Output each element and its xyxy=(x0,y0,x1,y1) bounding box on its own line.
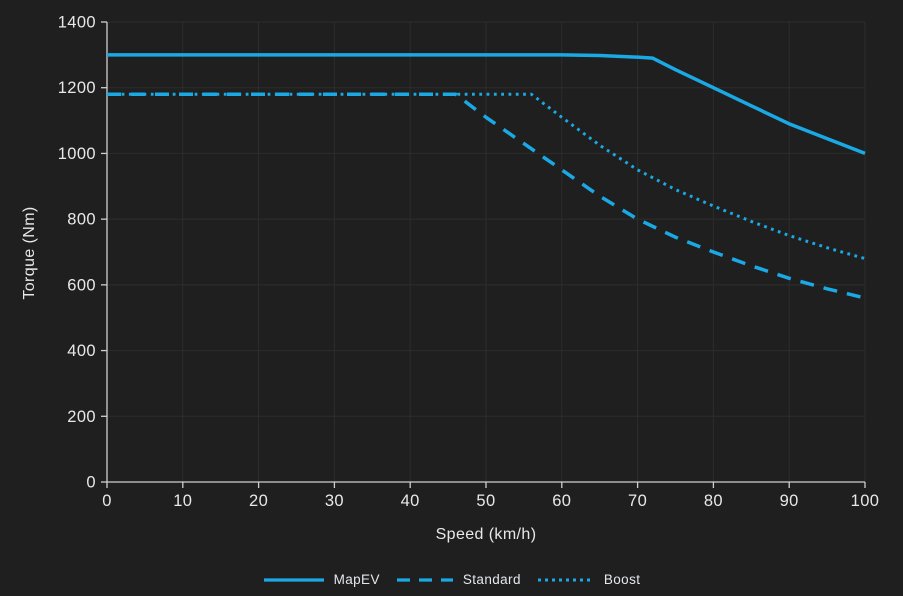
y-tick-label: 200 xyxy=(67,408,96,426)
legend: MapEV Standard Boost xyxy=(0,572,903,587)
legend-label: MapEV xyxy=(333,572,380,587)
x-tick-label: 100 xyxy=(851,492,880,510)
legend-swatch-dotted-icon xyxy=(537,578,594,581)
legend-swatch-solid-icon xyxy=(263,577,324,582)
y-tick-label: 600 xyxy=(67,276,96,294)
x-axis-title: Speed (km/h) xyxy=(435,526,537,543)
series-line-mapev xyxy=(107,53,866,156)
legend-item-mapev: MapEV xyxy=(263,572,380,587)
y-tick-label: 1400 xyxy=(58,14,96,32)
y-axis-title: Torque (Nm) xyxy=(21,206,38,300)
x-tick-label: 30 xyxy=(325,492,344,510)
x-tick-label: 60 xyxy=(552,492,571,510)
x-tick-label: 70 xyxy=(628,492,647,510)
y-tick-label: 400 xyxy=(67,342,96,360)
legend-item-boost: Boost xyxy=(537,572,641,587)
x-tick-label: 50 xyxy=(476,492,495,510)
y-tick-label: 800 xyxy=(67,211,96,229)
legend-label: Boost xyxy=(603,572,641,587)
x-tick-label: 0 xyxy=(102,492,112,510)
legend-item-standard: Standard xyxy=(396,572,521,587)
y-tick-label: 1200 xyxy=(58,79,96,97)
series-line-standard xyxy=(107,92,866,300)
x-tick-label: 20 xyxy=(249,492,268,510)
legend-label: Standard xyxy=(462,572,521,587)
x-tick-label: 90 xyxy=(780,492,799,510)
y-tick-label: 0 xyxy=(86,474,96,492)
y-tick-label: 1000 xyxy=(58,145,96,163)
x-tick-label: 40 xyxy=(401,492,420,510)
x-tick-label: 80 xyxy=(704,492,723,510)
legend-swatch-dashed-icon xyxy=(396,577,453,582)
x-tick-label: 10 xyxy=(173,492,192,510)
